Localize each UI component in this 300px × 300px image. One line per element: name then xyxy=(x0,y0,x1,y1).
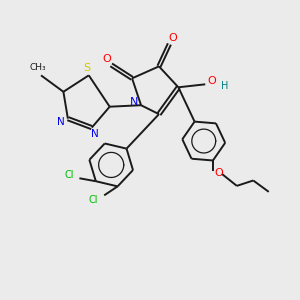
Text: CH₃: CH₃ xyxy=(30,63,46,72)
Text: O: O xyxy=(168,33,177,43)
Text: O: O xyxy=(207,76,216,86)
Text: Cl: Cl xyxy=(64,170,74,180)
Text: N: N xyxy=(130,97,139,107)
Text: O: O xyxy=(214,168,223,178)
Text: O: O xyxy=(102,54,111,64)
Text: Cl: Cl xyxy=(89,195,98,205)
Text: N: N xyxy=(56,117,64,127)
Text: N: N xyxy=(92,129,99,139)
Text: H: H xyxy=(221,81,228,91)
Text: S: S xyxy=(84,63,91,73)
